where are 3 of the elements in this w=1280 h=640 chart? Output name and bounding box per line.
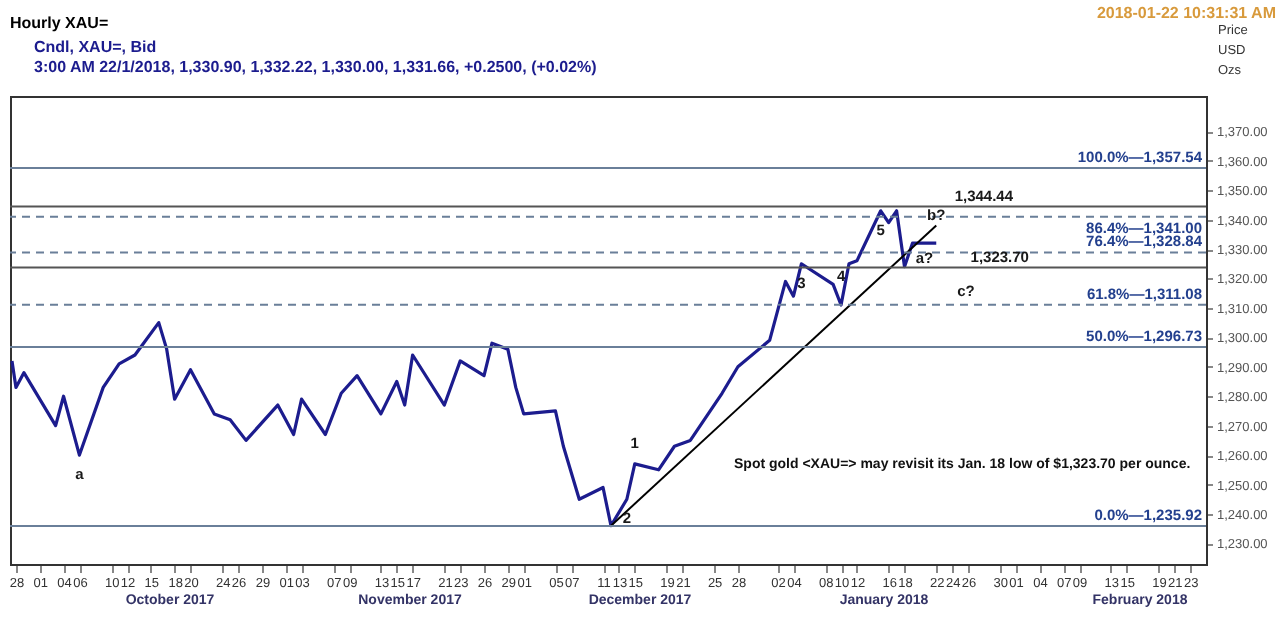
chart-subtitle: Cndl, XAU=, Bid 3:00 AM 22/1/2018, 1,330.90, 1,332.22, 1,330.00, 1,331.66, +0.2500, (+0.02%) xyxy=(34,38,598,76)
text: 2018-01-22 10:31:31 AM xyxy=(1096,4,1277,22)
chart-title: Hourly XAU= xyxy=(10,14,109,32)
